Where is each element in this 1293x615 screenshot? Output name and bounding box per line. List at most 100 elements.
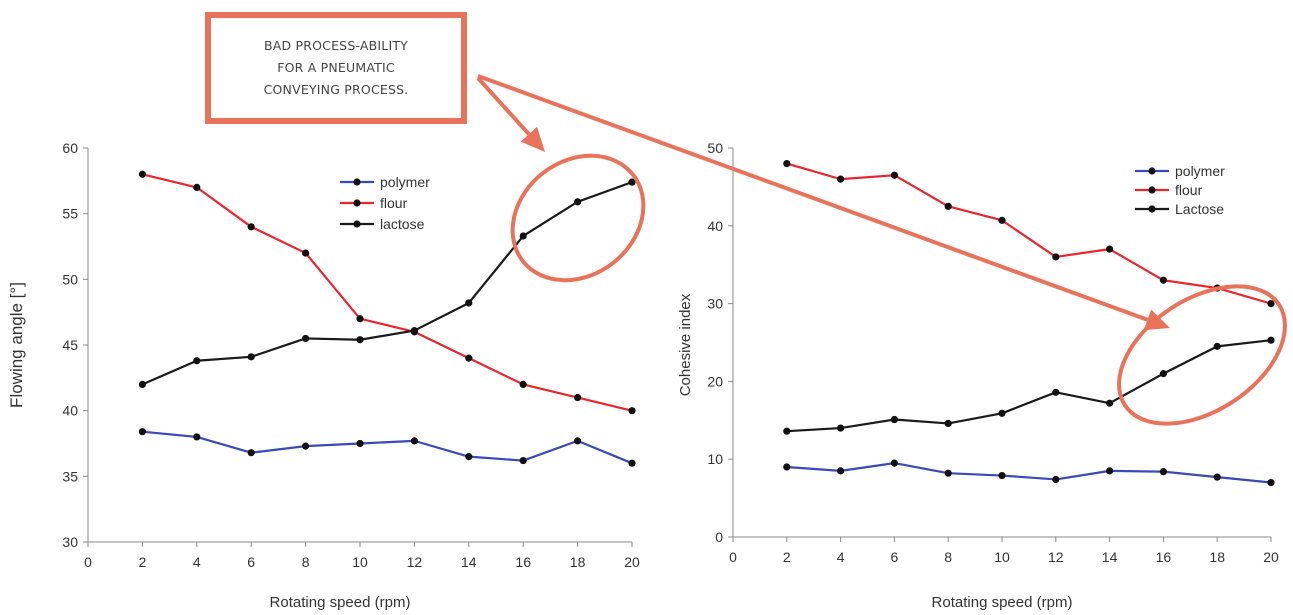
- data-point-lactose: [465, 299, 473, 307]
- data-point-flour: [356, 315, 364, 323]
- data-point-polymer: [356, 439, 364, 448]
- y-tick-label: 55: [62, 206, 78, 222]
- data-point-polymer: [783, 463, 791, 471]
- data-point-flour: [574, 393, 582, 402]
- data-point-flour: [465, 354, 473, 362]
- x-tick-label: 0: [84, 554, 92, 570]
- y-tick-label: 45: [62, 337, 78, 353]
- legend-label: lactose: [380, 216, 425, 232]
- x-axis-label: Rotating speed (rpm): [932, 594, 1073, 611]
- y-tick-label: 10: [707, 451, 723, 467]
- data-point-flour: [519, 380, 527, 388]
- legend-label: flour: [380, 195, 408, 211]
- x-tick-label: 14: [1102, 549, 1118, 565]
- x-tick-label: 20: [624, 554, 640, 570]
- data-point-polymer: [138, 428, 146, 436]
- data-point-flour: [302, 249, 310, 257]
- flowing-angle-chart: 30 35 40 45 50 55 60 0 2 4 6 8 10 12 14 16 18 20 Rotating …: [7, 140, 640, 611]
- data-point-lactose: [783, 427, 791, 435]
- legend-label: Lactose: [1175, 201, 1224, 217]
- data-point-lactose: [519, 232, 527, 240]
- data-point-flour: [1159, 276, 1167, 284]
- data-point-flour: [1267, 300, 1275, 308]
- data-point-flour: [837, 175, 845, 183]
- data-point-lactose: [1213, 342, 1221, 350]
- y-tick-label: 0: [715, 529, 723, 545]
- x-tick-label: 6: [891, 549, 899, 565]
- callout-line: FOR A PNEUMATIC: [277, 60, 395, 75]
- data-point-lactose: [356, 336, 364, 344]
- callout-line: CONVEYING PROCESS.: [263, 82, 409, 97]
- x-tick-label: 20: [1263, 549, 1279, 565]
- data-point-lactose: [1106, 399, 1114, 407]
- data-point-polymer: [628, 459, 636, 467]
- x-tick-label: 16: [515, 554, 531, 570]
- data-point-lactose: [1159, 370, 1167, 378]
- data-point-lactose: [574, 198, 582, 206]
- highlight-ellipse: [510, 153, 646, 283]
- series-line-flour: [786, 162, 1272, 305]
- y-tick-label: 50: [707, 140, 723, 156]
- y-axis-label: Cohesive index: [677, 293, 694, 396]
- data-point-polymer: [193, 433, 201, 441]
- data-point-lactose: [837, 424, 845, 432]
- data-point-lactose: [944, 419, 952, 428]
- x-tick-label: 12: [407, 554, 423, 570]
- data-point-lactose: [247, 353, 255, 361]
- cohesive-index-chart: 0 10 20 30 40 50 0 2 4 6 8 10 12 14 16 18 20 Rotating spe…: [677, 140, 1279, 611]
- y-axis-label: Flowing angle [°]: [7, 282, 26, 408]
- data-point-polymer: [1267, 478, 1275, 487]
- data-point-flour: [890, 171, 899, 179]
- data-point-lactose: [628, 178, 636, 186]
- data-point-polymer: [998, 471, 1006, 480]
- data-point-lactose: [302, 334, 310, 343]
- callout-line: BAD PROCESS-ABILITY: [263, 38, 409, 53]
- y-tick-label: 20: [707, 373, 723, 389]
- data-point-lactose: [410, 326, 418, 335]
- legend-marker: [353, 199, 361, 207]
- x-axis-label: Rotating speed (rpm): [270, 594, 411, 611]
- data-point-flour: [1106, 245, 1114, 253]
- data-point-lactose: [138, 380, 146, 388]
- y-tick-label: 30: [62, 534, 78, 550]
- series-line-polymer: [142, 430, 633, 465]
- arrow-head: [520, 126, 545, 152]
- legend-marker: [353, 220, 361, 228]
- data-point-flour: [138, 170, 146, 178]
- data-point-polymer: [574, 437, 582, 445]
- data-point-polymer: [1159, 468, 1167, 476]
- callout-box: BAD PROCESS-ABILITY FOR A PNEUMATIC CONV…: [205, 12, 467, 124]
- x-tick-label: 12: [1048, 549, 1064, 565]
- data-point-polymer: [1052, 475, 1060, 484]
- y-tick-label: 50: [62, 271, 78, 287]
- x-tick-label: 0: [729, 549, 737, 565]
- data-point-polymer: [944, 469, 952, 477]
- y-tick-label: 40: [707, 218, 723, 234]
- data-point-polymer: [1106, 467, 1114, 475]
- data-point-polymer: [519, 456, 527, 465]
- data-point-flour: [783, 159, 791, 168]
- data-point-lactose: [193, 357, 201, 365]
- x-tick-label: 10: [352, 554, 368, 570]
- data-point-flour: [1052, 253, 1060, 261]
- data-point-polymer: [302, 442, 310, 450]
- data-point-flour: [944, 202, 952, 210]
- data-point-flour: [628, 407, 636, 415]
- series-line-flour: [142, 173, 633, 412]
- data-point-flour: [193, 183, 201, 191]
- x-tick-label: 2: [783, 549, 791, 565]
- y-tick-label: 35: [62, 468, 78, 484]
- x-tick-label: 8: [302, 554, 310, 570]
- data-point-polymer: [465, 453, 473, 461]
- data-point-polymer: [410, 437, 418, 445]
- y-tick-label: 40: [62, 403, 78, 419]
- x-tick-label: 16: [1156, 549, 1172, 565]
- data-point-lactose: [890, 415, 899, 424]
- series-line-lactose: [786, 339, 1272, 433]
- x-tick-label: 10: [994, 549, 1010, 565]
- series-line-polymer: [786, 461, 1272, 484]
- data-point-flour: [247, 223, 255, 231]
- x-tick-label: 14: [461, 554, 477, 570]
- arrow-shaft: [477, 74, 1149, 322]
